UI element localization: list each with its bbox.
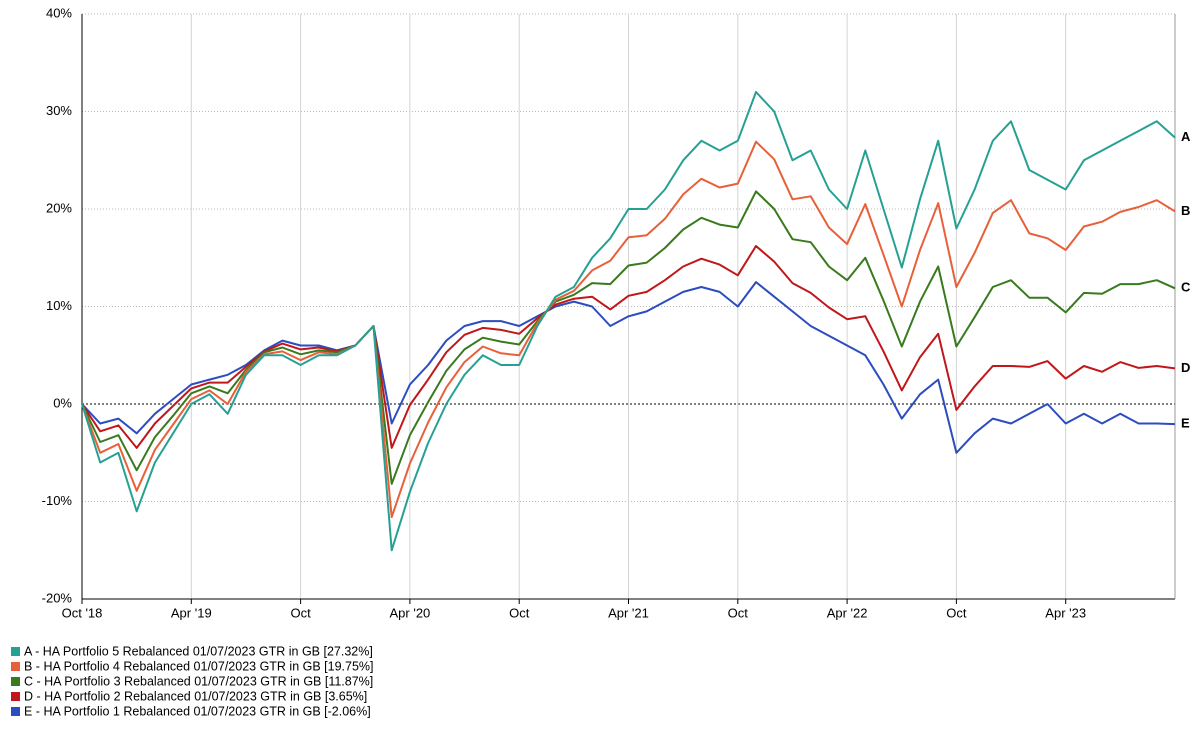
x-tick-label: Oct '18 bbox=[62, 605, 103, 620]
legend-swatch bbox=[11, 647, 20, 656]
y-tick-label: 30% bbox=[46, 103, 72, 118]
legend-text: D - HA Portfolio 2 Rebalanced 01/07/2023… bbox=[24, 689, 367, 703]
legend-text: C - HA Portfolio 3 Rebalanced 01/07/2023… bbox=[24, 674, 373, 688]
legend-text: E - HA Portfolio 1 Rebalanced 01/07/2023… bbox=[24, 704, 371, 718]
x-tick-label: Oct bbox=[946, 605, 967, 620]
y-tick-label: 40% bbox=[46, 5, 72, 20]
x-tick-label: Apr '22 bbox=[827, 605, 868, 620]
legend-swatch bbox=[11, 662, 20, 671]
legend-swatch bbox=[11, 692, 20, 701]
series-line bbox=[81, 190, 1176, 485]
legend-text: A - HA Portfolio 5 Rebalanced 01/07/2023… bbox=[24, 644, 373, 658]
x-tick-label: Apr '20 bbox=[390, 605, 431, 620]
series-line bbox=[81, 91, 1176, 552]
end-label: C bbox=[1181, 280, 1191, 295]
y-tick-label: -20% bbox=[42, 590, 73, 605]
end-label: B bbox=[1181, 203, 1190, 218]
legend-swatch bbox=[11, 677, 20, 686]
x-tick-label: Apr '21 bbox=[608, 605, 649, 620]
y-tick-label: 20% bbox=[46, 200, 72, 215]
x-tick-label: Apr '23 bbox=[1045, 605, 1086, 620]
x-tick-label: Oct bbox=[728, 605, 749, 620]
y-tick-label: 0% bbox=[53, 395, 72, 410]
end-label: A bbox=[1181, 129, 1191, 144]
end-label: E bbox=[1181, 416, 1190, 431]
x-tick-label: Oct bbox=[290, 605, 311, 620]
legend-swatch bbox=[11, 707, 20, 716]
y-tick-label: 10% bbox=[46, 298, 72, 313]
x-tick-label: Oct bbox=[509, 605, 530, 620]
legend-text: B - HA Portfolio 4 Rebalanced 01/07/2023… bbox=[24, 659, 374, 673]
y-tick-label: -10% bbox=[42, 493, 73, 508]
end-label: D bbox=[1181, 360, 1190, 375]
x-tick-label: Apr '19 bbox=[171, 605, 212, 620]
